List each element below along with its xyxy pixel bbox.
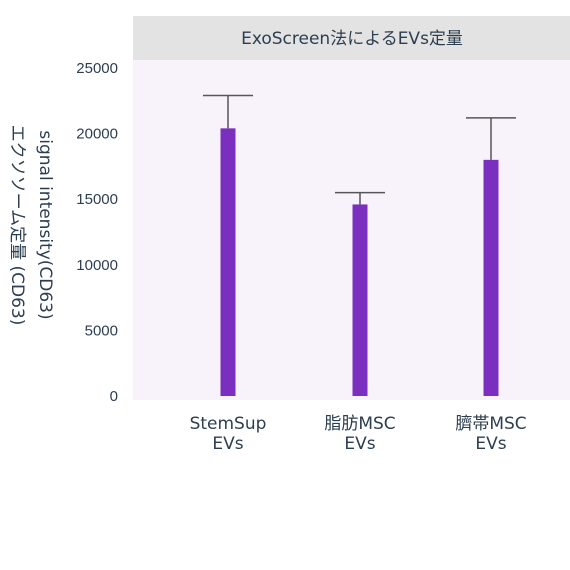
- x-category-label: StemSup: [190, 414, 267, 434]
- bar: [483, 159, 499, 396]
- y-axis-label: signal intensity(CD63) エクソソーム定量 (CD63): [7, 125, 55, 326]
- y-tick-label: 20000: [76, 126, 118, 143]
- y-axis-label-line-2: エクソソーム定量 (CD63): [7, 125, 27, 326]
- y-tick-label: 25000: [76, 60, 118, 77]
- y-tick-label: 15000: [76, 191, 118, 208]
- y-tick-label: 5000: [85, 322, 118, 339]
- x-category-label: 脂肪MSC: [324, 414, 395, 434]
- x-category-label: EVs: [475, 434, 506, 454]
- title-strip: [133, 16, 570, 60]
- x-category-label: EVs: [212, 434, 243, 454]
- x-category-label: 臍帯MSC: [455, 414, 526, 434]
- plot-panel: [133, 60, 570, 400]
- bar: [220, 128, 236, 397]
- error-bars: [203, 94, 516, 205]
- chart-title: ExoScreen法によるEVs定量: [241, 29, 463, 49]
- y-axis-label-line-1: signal intensity(CD63): [35, 130, 55, 319]
- x-category-label: EVs: [344, 434, 375, 454]
- y-tick-label: 10000: [76, 257, 118, 274]
- bars: [220, 128, 499, 397]
- bar: [352, 204, 368, 396]
- y-tick-label: 0: [110, 388, 118, 405]
- y-axis-ticks: 0 5000 10000 15000 20000 25000: [76, 60, 118, 405]
